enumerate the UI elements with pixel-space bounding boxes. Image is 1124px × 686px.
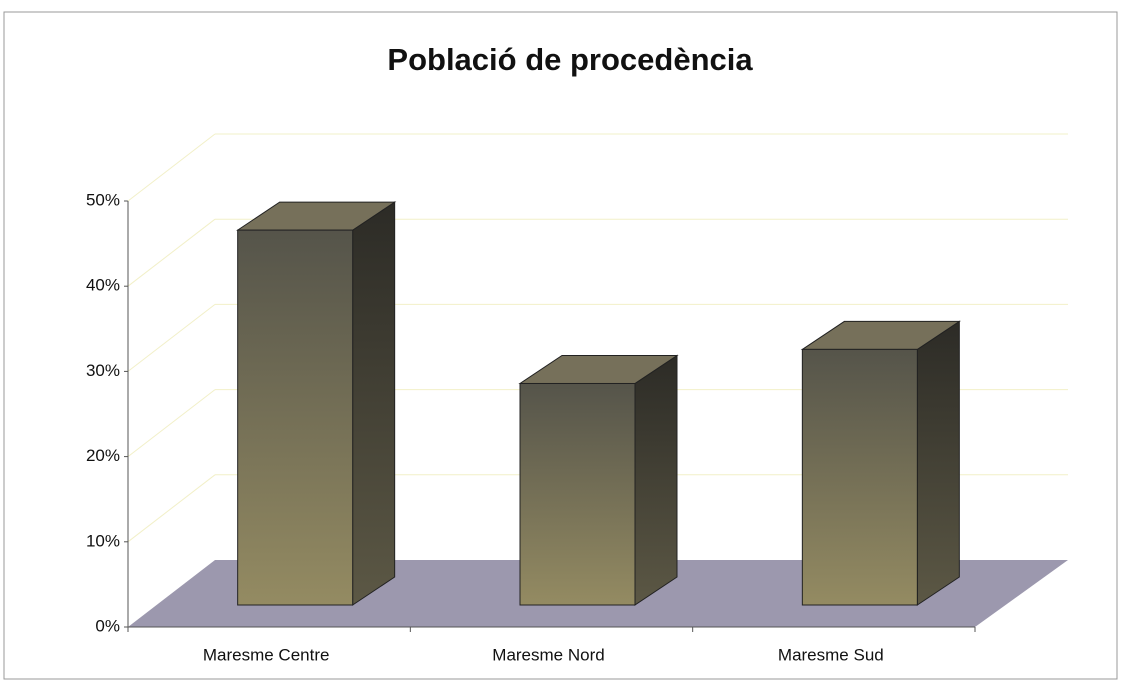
bar	[519, 382, 636, 606]
bar-side	[352, 201, 396, 606]
y-tick-label: 0%	[95, 616, 120, 635]
chart-title: Població de procedència	[387, 42, 753, 77]
x-tick-label: Maresme Sud	[778, 645, 884, 664]
x-tick-label: Maresme Nord	[492, 645, 604, 664]
grid-line	[127, 304, 216, 372]
bar	[801, 348, 918, 606]
y-tick-label: 40%	[86, 276, 120, 295]
y-tick-label: 10%	[86, 531, 120, 550]
grid-line	[127, 133, 216, 202]
y-tick-label: 30%	[86, 361, 120, 380]
bar-side	[634, 354, 678, 606]
bar	[237, 229, 354, 606]
y-tick-label: 20%	[86, 446, 120, 465]
y-tick-label: 50%	[86, 190, 120, 209]
bar-side	[916, 320, 960, 606]
grid-line	[127, 218, 216, 287]
grid-line	[127, 389, 216, 457]
grid-line	[127, 474, 216, 543]
x-tick-label: Maresme Centre	[203, 645, 330, 664]
